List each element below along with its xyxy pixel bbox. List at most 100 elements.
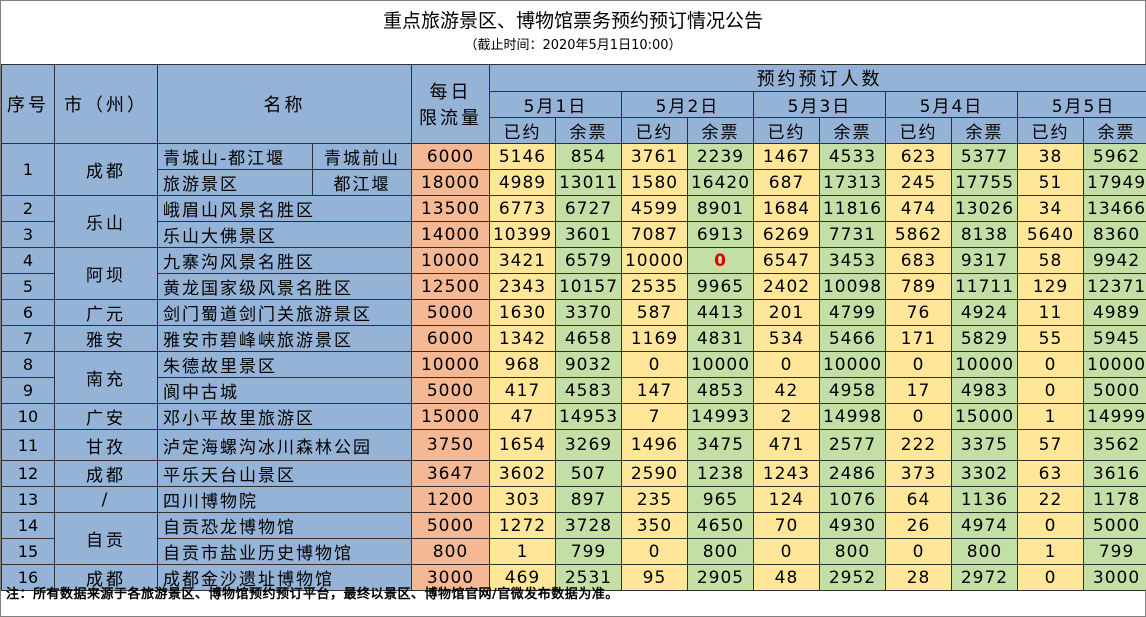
- date-header: 5月4日: [885, 91, 1018, 118]
- row-name: 平乐天台山景区: [157, 460, 412, 487]
- remaining-cell: 4533: [819, 143, 886, 170]
- row-city: 成都: [54, 460, 158, 487]
- remaining-cell: 13466: [1082, 195, 1146, 222]
- booked-cell: 51: [1017, 169, 1084, 196]
- remaining-cell: 8138: [951, 221, 1018, 248]
- row-index: 15: [1, 538, 55, 565]
- remaining-cell: 4958: [819, 377, 886, 404]
- booked-cell: 1630: [489, 299, 556, 326]
- booked-cell: 474: [885, 195, 952, 222]
- booked-cell: 0: [753, 351, 820, 378]
- remaining-cell: 799: [555, 538, 622, 565]
- booked-cell: 1342: [489, 325, 556, 352]
- booked-cell: 417: [489, 377, 556, 404]
- booked-cell: 1: [1017, 538, 1084, 565]
- booked-header: 已约: [1017, 117, 1084, 144]
- booked-cell: 2590: [621, 460, 688, 487]
- row-daily-limit: 6000: [411, 143, 490, 170]
- row-daily-limit: 800: [411, 538, 490, 565]
- booked-header: 已约: [489, 117, 556, 144]
- remaining-cell: 3475: [687, 429, 754, 461]
- booked-cell: 1467: [753, 143, 820, 170]
- remaining-cell: 11711: [951, 273, 1018, 300]
- table-row: 5 黄龙国家级风景名胜区 12500 2343 10157 2535 9965 2402 100…: [1, 273, 1146, 300]
- booked-cell: 0: [1017, 351, 1084, 378]
- booked-cell: 10000: [621, 247, 688, 274]
- remaining-cell: 17313: [819, 169, 886, 196]
- booked-cell: 5862: [885, 221, 952, 248]
- remaining-cell: 16420: [687, 169, 754, 196]
- booked-header: 已约: [885, 117, 952, 144]
- remaining-cell: 3375: [951, 429, 1018, 461]
- table-row: 8 南充 朱德故里景区 10000 968 9032 0 10000 0 10000 0 10000 0…: [1, 351, 1146, 404]
- booked-cell: 5146: [489, 143, 556, 170]
- row-daily-limit: 3000: [411, 564, 490, 591]
- booked-cell: 6773: [489, 195, 556, 222]
- row-city: 广元: [54, 299, 158, 326]
- row-index: 9: [1, 377, 55, 404]
- remaining-cell: 6913: [687, 221, 754, 248]
- booked-cell: 95: [621, 564, 688, 591]
- remaining-cell: 4924: [951, 299, 1018, 326]
- row-name: 黄龙国家级风景名胜区: [157, 273, 412, 300]
- booked-cell: 6269: [753, 221, 820, 248]
- booking-table: 序号 市（州） 名称 每日 限流量 预约预订人数 5月1日 5月2日 5月3日 5月4日…: [1, 64, 1146, 591]
- row-city: 南充: [54, 351, 158, 404]
- row-name: 泸定海螺沟冰川森林公园: [157, 429, 412, 461]
- row-city: 阿坝: [54, 247, 158, 300]
- header-daily-limit-line2: 限流量: [419, 108, 482, 129]
- remaining-cell: 13011: [555, 169, 622, 196]
- row-name: 朱德故里景区: [157, 351, 412, 378]
- booked-cell: 687: [753, 169, 820, 196]
- booked-cell: 1243: [753, 460, 820, 487]
- remaining-cell: 10098: [819, 273, 886, 300]
- booked-cell: 0: [1017, 512, 1084, 539]
- remaining-cell: 10000: [1082, 351, 1146, 378]
- row-city: 广安: [54, 403, 158, 430]
- booked-cell: 201: [753, 299, 820, 326]
- booked-cell: 17: [885, 377, 952, 404]
- booked-cell: 34: [1017, 195, 1084, 222]
- remaining-cell: 800: [951, 538, 1018, 565]
- table-row: 15 自贡市盐业历史博物馆 800 1 799 0 800 0 800 0 800 1 799: [1, 538, 1146, 565]
- row-name: 峨眉山风景名胜区: [157, 195, 412, 222]
- row-city: 乐山: [54, 195, 158, 248]
- subheader-row: 已约 余票 已约 余票 已约 余票 已约 余票 已约 余票: [2, 117, 1146, 144]
- booked-cell: 7: [621, 403, 688, 430]
- booked-cell: 245: [885, 169, 952, 196]
- booked-cell: 3421: [489, 247, 556, 274]
- booked-cell: 1169: [621, 325, 688, 352]
- table-row: 旅游景区 都江堰 18000 4989 13011 1580 16420 687 17313 24…: [2, 169, 1146, 196]
- table-row: 11 甘孜 泸定海螺沟冰川森林公园 3750 1654 3269 1496 3475 471 25…: [1, 429, 1146, 461]
- booked-cell: 2343: [489, 273, 556, 300]
- row-name: 乐山大佛景区: [157, 221, 412, 248]
- remaining-cell: 3370: [555, 299, 622, 326]
- row-name: 成都金沙遗址博物馆: [157, 564, 412, 591]
- booked-cell: 28: [885, 564, 952, 591]
- row-name: 旅游景区: [157, 169, 313, 196]
- header-index: 序号: [1, 64, 55, 144]
- booked-cell: 124: [753, 486, 820, 513]
- booked-cell: 1496: [621, 429, 688, 461]
- remaining-cell: 965: [687, 486, 754, 513]
- remaining-header: 余票: [555, 117, 622, 144]
- booked-cell: 469: [489, 564, 556, 591]
- row-daily-limit: 12500: [411, 273, 490, 300]
- booked-cell: 38: [1017, 143, 1084, 170]
- row-name: 阆中古城: [157, 377, 412, 404]
- remaining-cell: 15000: [951, 403, 1018, 430]
- remaining-cell: 4583: [555, 377, 622, 404]
- remaining-cell: 4983: [951, 377, 1018, 404]
- remaining-cell: 1136: [951, 486, 1018, 513]
- remaining-cell: 800: [687, 538, 754, 565]
- booked-cell: 11: [1017, 299, 1084, 326]
- table-row: 3 乐山大佛景区 14000 10399 3601 7087 6913 6269 7731 586…: [1, 221, 1146, 248]
- booked-cell: 0: [621, 538, 688, 565]
- row-name: 剑门蜀道剑门关旅游景区: [157, 299, 412, 326]
- footnote: 注：所有数据来源于各旅游景区、博物馆预约预订平台，最终以景区、博物馆官网/官微发…: [6, 587, 619, 602]
- row-daily-limit: 1200: [411, 486, 490, 513]
- row-index: 3: [1, 221, 55, 248]
- table-row: 7 雅安 雅安市碧峰峡旅游景区 6000 1342 4658 1169 4831 534 5466…: [1, 325, 1146, 352]
- header-daily-limit: 每日 限流量: [411, 64, 490, 144]
- remaining-cell: 9942: [1082, 247, 1146, 274]
